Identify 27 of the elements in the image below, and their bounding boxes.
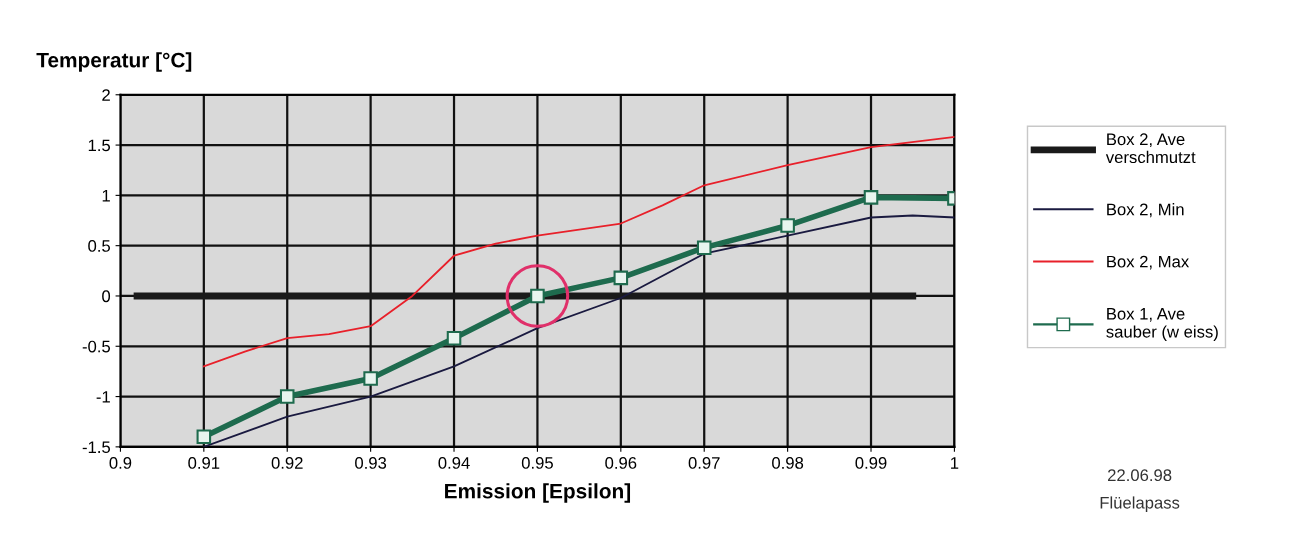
legend-label: Box 2, Max [1107, 255, 1190, 270]
y-tick-label: 2 [102, 89, 110, 101]
y-tick-label: -1.5 [82, 441, 111, 454]
y-axis-title: Temperatur [°C] [36, 52, 192, 72]
x-tick-label: 0.97 [688, 457, 720, 469]
x-tick-label: 0.95 [521, 457, 553, 469]
text: Flüelapass [1100, 496, 1180, 512]
legend-label: Box 2, Min [1107, 203, 1184, 218]
x-tick-label: 0.99 [855, 457, 887, 469]
y-tick-label: 0.5 [88, 240, 111, 252]
y-tick-label: -1 [96, 391, 110, 403]
x-tick-label: 0.92 [271, 457, 303, 469]
x-tick-label: 0.94 [438, 457, 470, 469]
x-tick-label: 0.98 [772, 457, 804, 469]
legend-label: Box 1, Ave sauber (w eiss) [1106, 308, 1218, 341]
x-tick-label: 1 [951, 457, 959, 469]
x-tick-label: 0.91 [188, 457, 220, 469]
y-tick-label: 1 [102, 189, 110, 202]
text: 22.06.98 [1108, 469, 1172, 482]
y-tick-label: -0.5 [82, 340, 111, 353]
x-tick-label: 0.96 [605, 457, 637, 469]
x-tick-label: 0.93 [355, 457, 387, 469]
y-tick-label: 0 [102, 290, 111, 303]
legend-label: Box 2, Ave verschmutzt [1105, 133, 1196, 164]
y-tick-label: 1.5 [88, 139, 111, 152]
x-tick-label: 0.9 [109, 457, 132, 469]
x-axis-title: Emission [Epsilon] [445, 483, 631, 503]
